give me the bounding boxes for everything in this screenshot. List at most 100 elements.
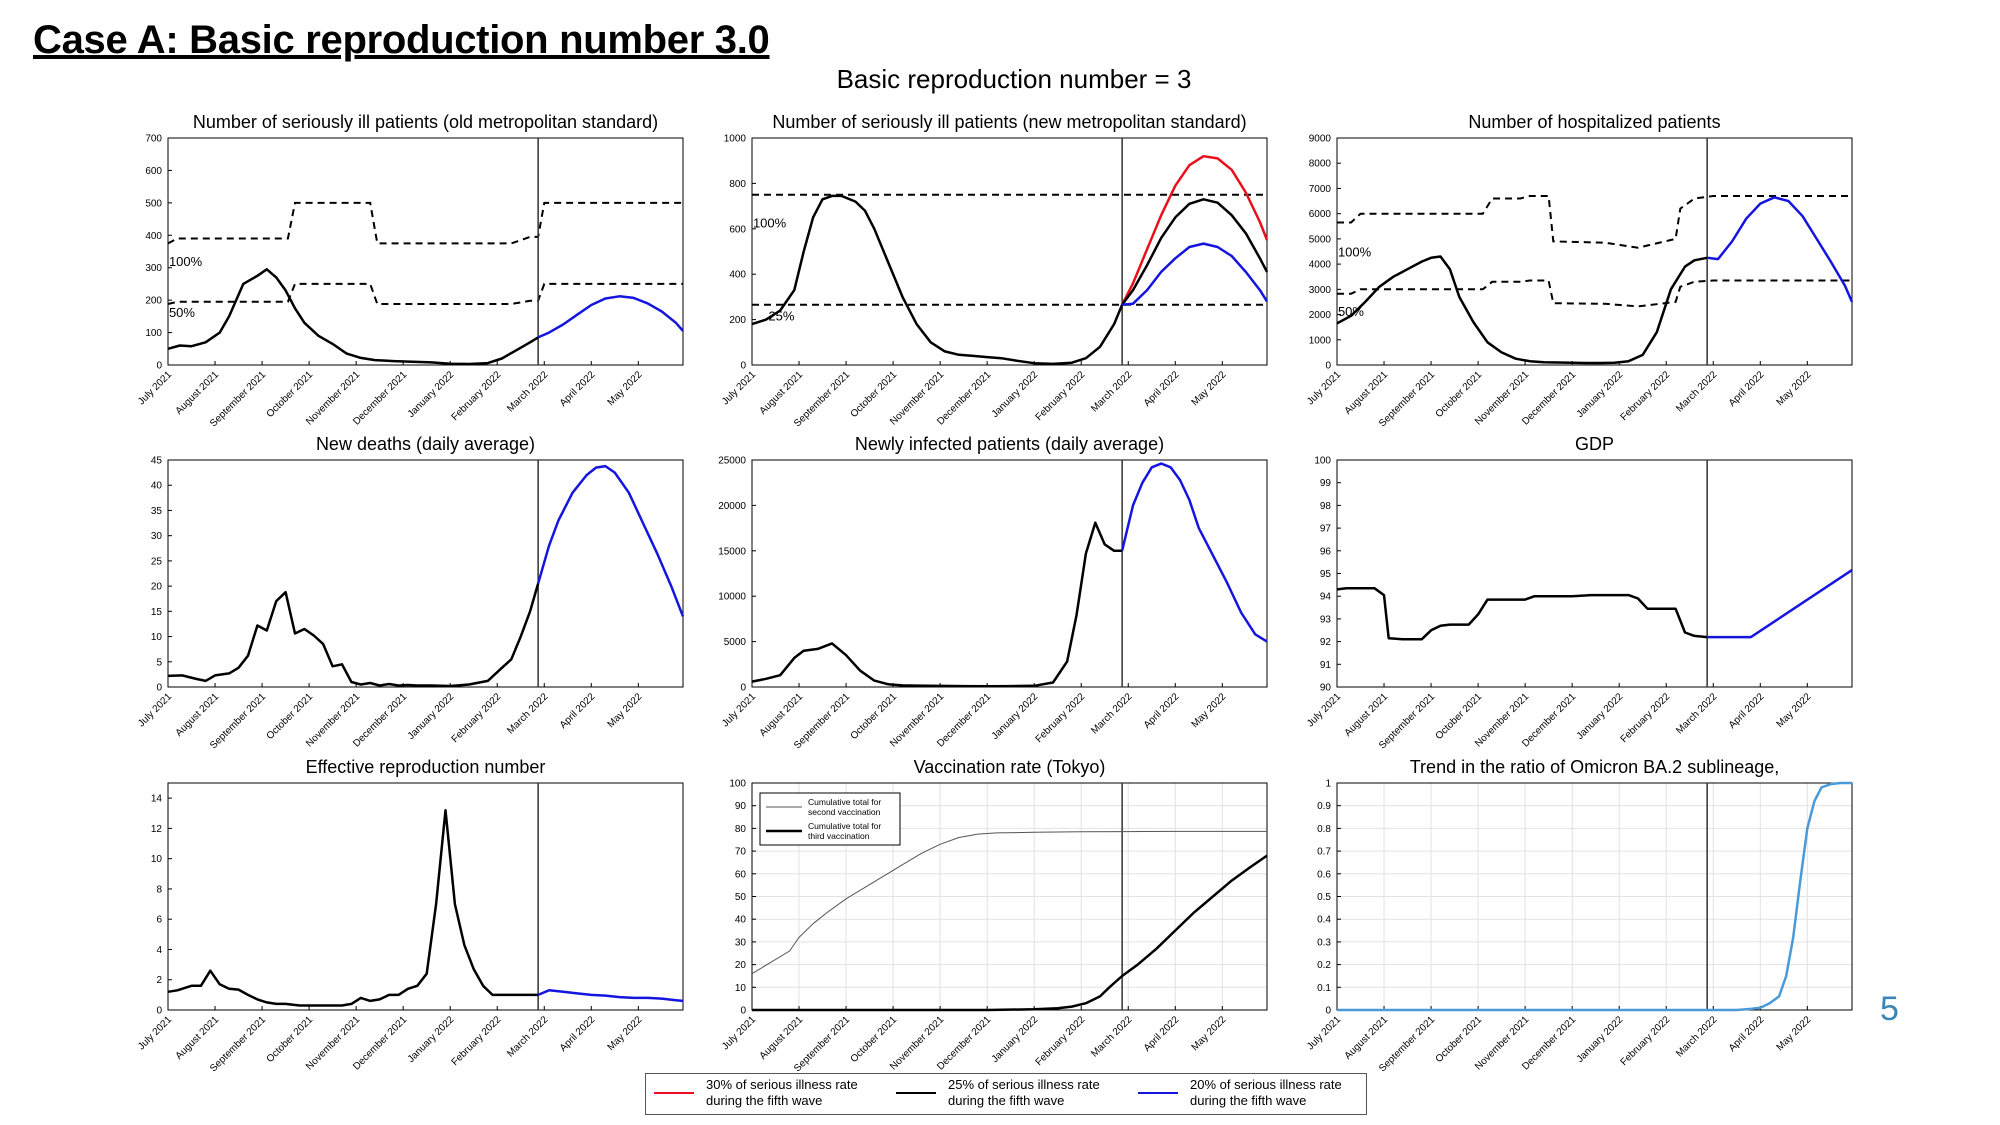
series-line — [167, 808, 539, 1007]
y-tick-label: 600 — [145, 166, 162, 177]
x-tick-label: February 2022 — [1619, 691, 1673, 745]
chart-title: Newly infected patients (daily average) — [855, 434, 1164, 454]
y-tick-label: 20000 — [718, 501, 746, 512]
x-tick-label: February 2022 — [1034, 369, 1088, 423]
x-tick-label: April 2022 — [558, 369, 598, 409]
legend-swatch-blue — [1138, 1092, 1178, 1094]
chart-title: Vaccination rate (Tokyo) — [914, 757, 1106, 777]
y-tick-label: 3000 — [1309, 285, 1332, 296]
y-tick-label: 95 — [1320, 569, 1332, 580]
x-tick-label: October 2021 — [265, 1014, 316, 1065]
chart-title: Number of seriously ill patients (new me… — [772, 112, 1246, 132]
chart-title: Trend in the ratio of Omicron BA.2 subli… — [1410, 757, 1780, 777]
x-tick-label: October 2021 — [1434, 691, 1485, 742]
y-tick-label: 0.5 — [1317, 892, 1331, 903]
series-line — [537, 295, 684, 339]
y-tick-label: 0 — [156, 683, 162, 694]
x-tick-label: March 2022 — [1089, 369, 1134, 414]
y-tick-label: 15000 — [718, 546, 746, 557]
threshold-annotation: 100% — [1338, 245, 1372, 260]
y-tick-label: 0.3 — [1317, 937, 1331, 948]
x-tick-label: October 2021 — [849, 1014, 900, 1065]
chart-title: Effective reproduction number — [306, 757, 546, 777]
inner-legend-box — [759, 792, 901, 846]
x-tick-label: July 2021 — [1305, 1014, 1343, 1052]
x-tick-label: March 2022 — [1674, 691, 1719, 736]
page-title: Case A: Basic reproduction number 3.0 — [33, 18, 770, 62]
y-tick-label: 0.6 — [1317, 869, 1331, 880]
x-tick-label: August 2021 — [1343, 691, 1391, 739]
y-tick-label: 200 — [145, 296, 162, 307]
chart-panel: Vaccination rate (Tokyo) 0 10 20 30 40 50 60 70 8… — [720, 757, 1268, 1074]
x-tick-label: May 2022 — [606, 691, 645, 730]
x-tick-label: February 2022 — [450, 691, 504, 745]
inner-legend-label: third vaccination — [808, 831, 870, 841]
x-tick-label: August 2021 — [758, 1014, 806, 1062]
y-tick-label: 6 — [156, 915, 162, 926]
x-tick-label: February 2022 — [450, 369, 504, 423]
chart-title: GDP — [1575, 434, 1614, 454]
inner-legend-label: Cumulative total for — [808, 821, 881, 831]
y-tick-label: 0 — [1325, 361, 1331, 372]
y-tick-label: 50 — [735, 892, 747, 903]
x-tick-label: February 2022 — [450, 1014, 504, 1068]
y-tick-label: 25000 — [718, 456, 746, 467]
legend-label: 20% of serious illness rate during the f… — [1190, 1077, 1342, 1108]
x-tick-label: January 2022 — [1575, 1014, 1626, 1065]
x-tick-label: April 2022 — [558, 1014, 598, 1054]
x-tick-label: May 2022 — [1775, 691, 1814, 730]
y-tick-label: 100 — [145, 328, 162, 339]
series-line — [751, 830, 1267, 975]
x-tick-label: January 2022 — [990, 1014, 1041, 1065]
y-tick-label: 40 — [151, 481, 163, 492]
x-tick-label: January 2022 — [990, 369, 1041, 420]
x-tick-label: March 2022 — [1089, 691, 1134, 736]
x-tick-label: April 2022 — [1727, 369, 1767, 409]
x-tick-label: January 2022 — [406, 1014, 457, 1065]
y-tick-label: 40 — [735, 915, 747, 926]
x-tick-label: July 2021 — [136, 1014, 174, 1052]
x-tick-label: March 2022 — [505, 369, 550, 414]
y-tick-label: 9000 — [1309, 134, 1332, 145]
x-tick-label: February 2022 — [1619, 369, 1673, 423]
threshold-line — [1337, 279, 1852, 308]
x-tick-label: October 2021 — [265, 691, 316, 742]
x-tick-label: January 2022 — [406, 691, 457, 742]
y-tick-label: 0.4 — [1317, 915, 1331, 926]
x-tick-label: August 2021 — [1343, 1014, 1391, 1062]
chart-panel: Trend in the ratio of Omicron BA.2 subli… — [1305, 757, 1853, 1074]
y-tick-label: 7000 — [1309, 184, 1332, 195]
y-tick-label: 12 — [151, 824, 163, 835]
x-tick-label: August 2021 — [174, 369, 222, 417]
series-line — [751, 521, 1123, 688]
x-tick-label: July 2021 — [1305, 369, 1343, 407]
x-tick-label: October 2021 — [849, 369, 900, 420]
y-tick-label: 30 — [735, 937, 747, 948]
y-tick-label: 1000 — [1309, 335, 1332, 346]
series-line — [1336, 587, 1708, 641]
y-tick-label: 600 — [729, 224, 746, 235]
y-tick-label: 80 — [735, 824, 747, 835]
x-tick-label: April 2022 — [1142, 1014, 1182, 1054]
x-tick-label: March 2022 — [1089, 1014, 1134, 1059]
series-line — [1707, 569, 1853, 639]
legend-label: 30% of serious illness rate during the f… — [706, 1077, 858, 1108]
y-tick-label: 1000 — [724, 134, 747, 145]
series-line — [1337, 781, 1852, 1012]
y-tick-label: 35 — [151, 506, 163, 517]
x-tick-label: July 2021 — [136, 691, 174, 729]
x-tick-label: July 2021 — [720, 691, 758, 729]
x-tick-label: August 2021 — [1343, 369, 1391, 417]
y-tick-label: 10 — [151, 854, 163, 865]
x-tick-label: July 2021 — [1305, 691, 1343, 729]
chart-panel: Number of seriously ill patients (new me… — [720, 112, 1269, 429]
y-tick-label: 0.9 — [1317, 801, 1331, 812]
x-tick-label: May 2022 — [1190, 691, 1229, 730]
x-tick-label: August 2021 — [174, 1014, 222, 1062]
x-tick-label: October 2021 — [849, 691, 900, 742]
x-tick-label: March 2022 — [505, 691, 550, 736]
x-tick-label: February 2022 — [1034, 1014, 1088, 1068]
threshold-line — [167, 282, 683, 305]
page-number: 5 — [1880, 990, 1899, 1028]
series-line — [1121, 242, 1269, 307]
